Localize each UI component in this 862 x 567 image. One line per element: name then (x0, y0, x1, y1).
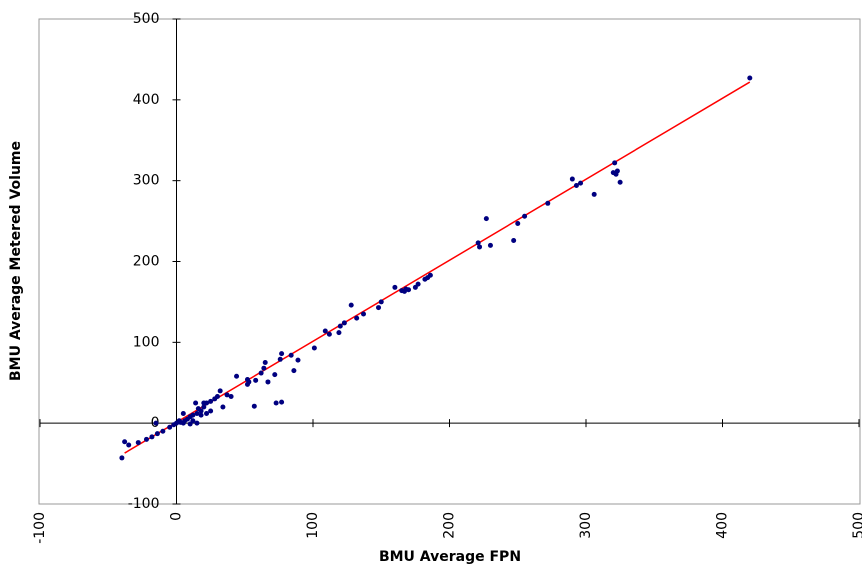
point (154, 431, 160, 437)
point (326, 331, 332, 337)
point (212, 396, 218, 402)
point (614, 168, 620, 174)
point (322, 328, 328, 334)
point (573, 183, 579, 189)
point (262, 360, 268, 366)
point (171, 422, 177, 428)
point (522, 213, 528, 219)
point (194, 420, 200, 426)
point (253, 377, 259, 383)
y-tick-label: 300 (133, 173, 160, 189)
point (198, 412, 204, 418)
point (399, 288, 405, 294)
point (403, 286, 409, 292)
y-axis-label: BMU Average Metered Volume (8, 141, 24, 381)
point (234, 373, 240, 379)
point (119, 455, 125, 461)
point (378, 299, 384, 305)
point (341, 320, 347, 326)
point (545, 200, 551, 206)
y-tick-label: -100 (128, 496, 160, 512)
point (295, 357, 301, 363)
point (279, 351, 285, 357)
point (244, 381, 250, 387)
x-tick-label: 500 (851, 512, 862, 539)
point (149, 434, 155, 440)
point (204, 410, 210, 416)
point (201, 404, 207, 410)
point (612, 160, 618, 166)
point (208, 398, 214, 404)
point (515, 221, 521, 227)
point (311, 345, 317, 351)
point (228, 393, 234, 399)
x-tick-label: 400 (715, 512, 731, 539)
point (412, 284, 418, 290)
point (217, 388, 223, 394)
point (122, 439, 128, 445)
y-tick-label: 100 (133, 334, 160, 350)
x-tick-label: 200 (442, 512, 458, 539)
point (135, 440, 141, 446)
point (483, 216, 489, 222)
point (591, 191, 597, 197)
x-tick-label: 100 (305, 512, 321, 539)
point (208, 408, 214, 414)
point (569, 176, 575, 182)
point (392, 284, 398, 290)
point (220, 404, 226, 410)
point (258, 370, 264, 376)
point (578, 180, 584, 186)
point (160, 428, 166, 434)
y-tick-label: 400 (133, 92, 160, 108)
point (194, 410, 200, 416)
point (617, 179, 623, 185)
point (153, 420, 159, 426)
point (477, 244, 483, 250)
point (376, 305, 382, 311)
point (251, 403, 257, 409)
y-tick-label: 500 (133, 11, 160, 27)
point (201, 400, 207, 406)
point (272, 372, 278, 378)
point (180, 420, 186, 426)
point (475, 240, 481, 246)
point (261, 365, 267, 371)
x-tick-label: 0 (169, 512, 185, 521)
point (361, 311, 367, 317)
x-tick-label: 300 (578, 512, 594, 539)
point (336, 330, 342, 336)
point (288, 352, 294, 358)
y-tick-label: 200 (133, 254, 160, 270)
point (167, 424, 173, 430)
point (193, 400, 199, 406)
plot-area (38, 18, 861, 505)
point (126, 442, 132, 448)
point (190, 418, 196, 424)
point (143, 436, 149, 442)
point (348, 302, 354, 308)
trend-line (124, 81, 751, 454)
point (273, 400, 279, 406)
point (195, 406, 201, 412)
point (291, 368, 297, 374)
point (511, 237, 517, 243)
point (244, 377, 250, 383)
point (265, 379, 271, 385)
point (224, 392, 230, 398)
x-axis-label: BMU Average FPN (379, 549, 521, 565)
point (337, 323, 343, 329)
point (747, 75, 753, 81)
point (279, 399, 285, 405)
point (277, 356, 283, 362)
point (180, 410, 186, 416)
point (487, 242, 493, 248)
point (354, 315, 360, 321)
x-tick-label: -100 (32, 512, 48, 544)
point (422, 276, 428, 282)
